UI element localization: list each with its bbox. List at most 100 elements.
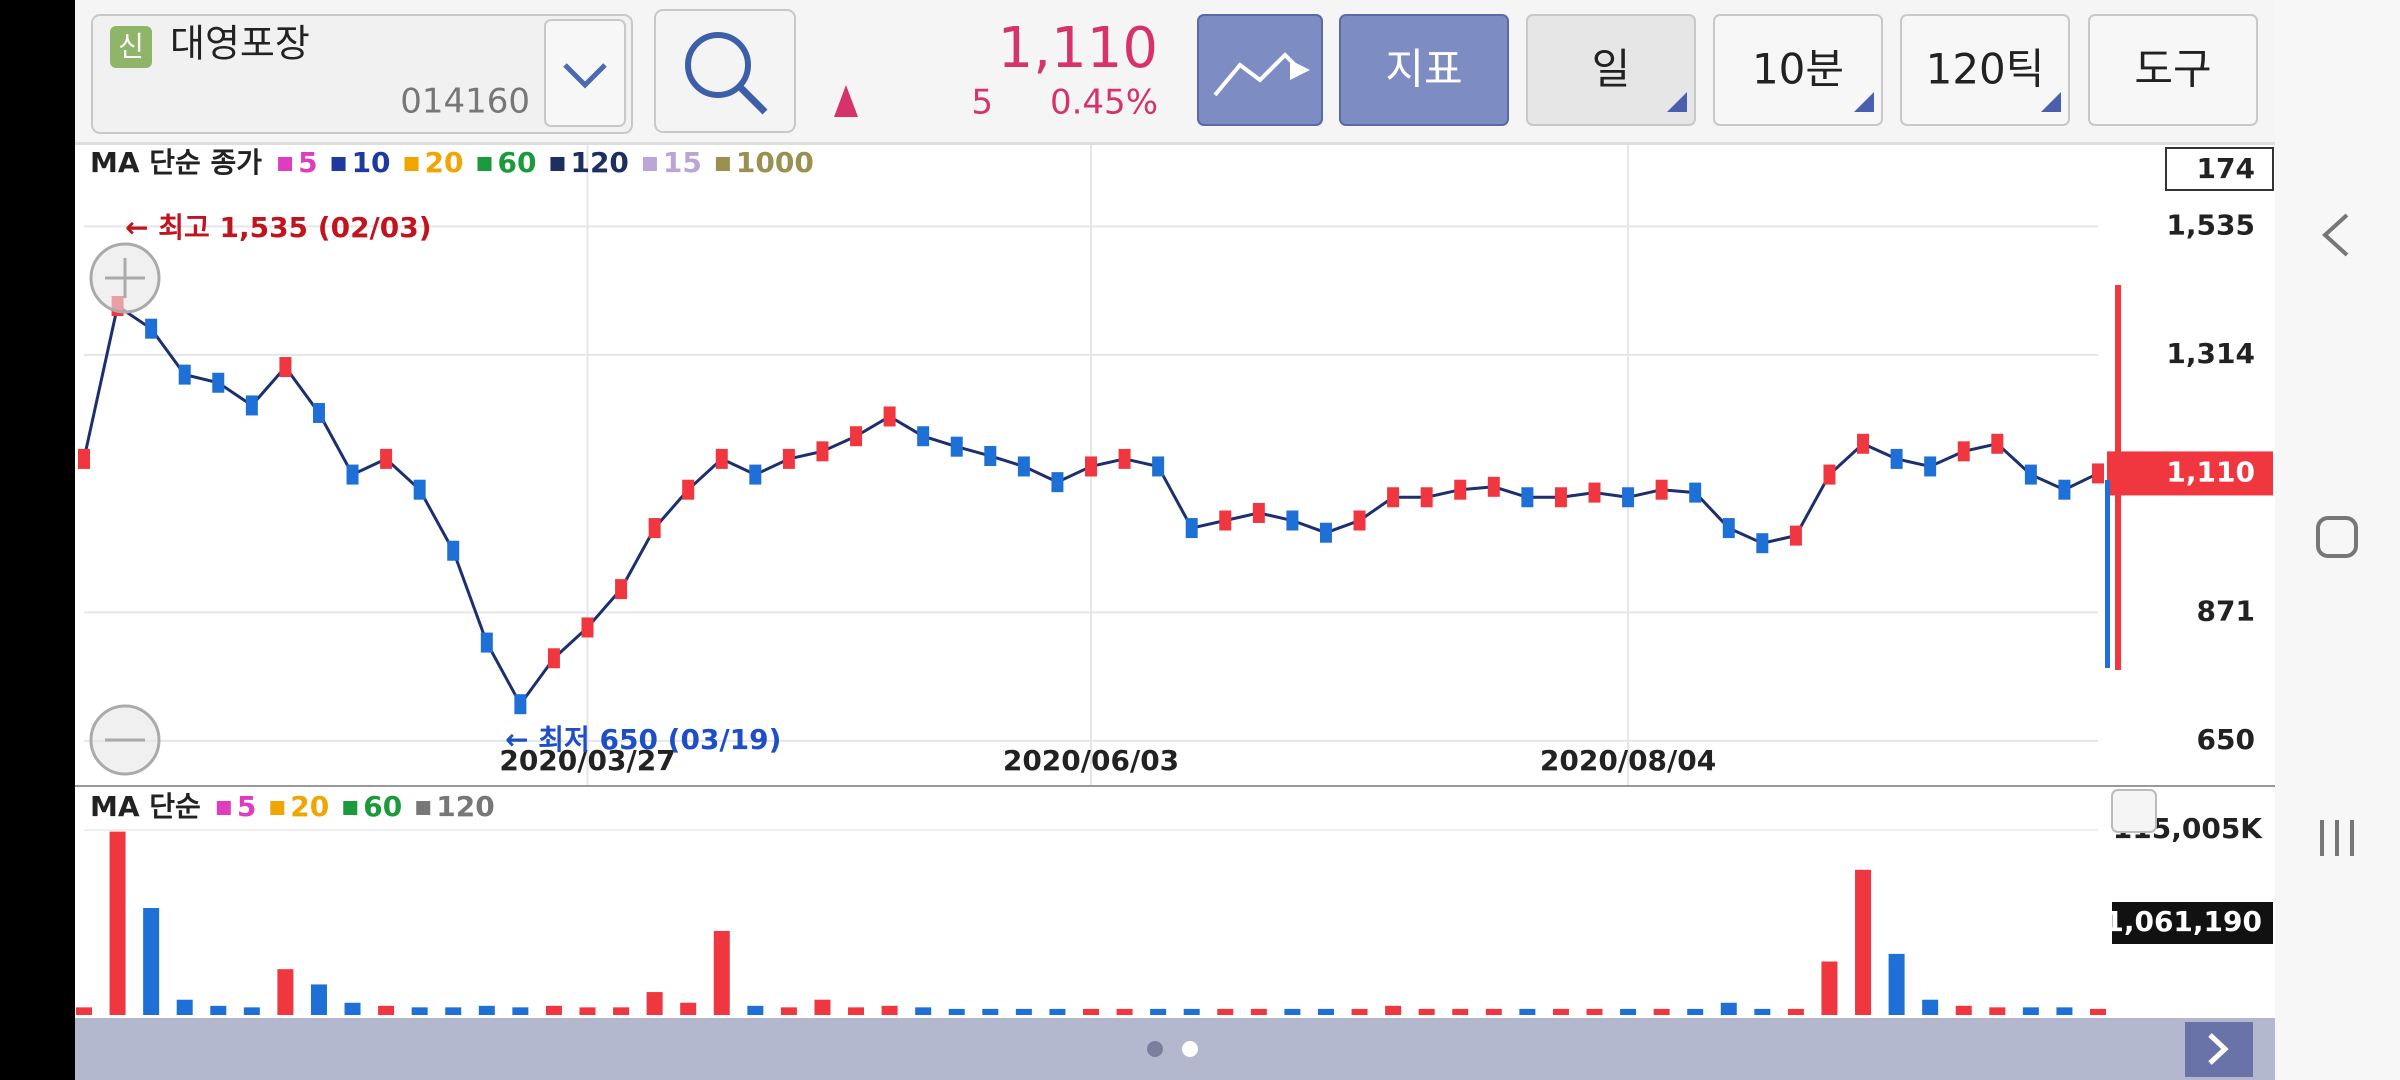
header-button[interactable] — [1900, 14, 2070, 126]
nav-back[interactable] — [2322, 213, 2349, 257]
badge-bg — [110, 26, 152, 68]
volume-bar — [378, 1005, 395, 1015]
header-button[interactable] — [1526, 14, 1696, 126]
legend-label: 20 — [425, 146, 464, 179]
price-candle — [1890, 448, 1903, 469]
price-candle — [1957, 441, 1970, 462]
price-candle — [883, 406, 896, 427]
price-candle — [950, 436, 963, 457]
volume-bar — [1317, 1008, 1334, 1015]
button-corner — [1854, 92, 1874, 112]
top-label-box — [2165, 147, 2274, 191]
nav-recent[interactable] — [2320, 820, 2354, 856]
y-tick-label: 871 — [2197, 594, 2255, 627]
legend-swatch — [278, 157, 293, 171]
price-candle — [413, 479, 426, 500]
price-candle — [2024, 464, 2037, 485]
volume-bar — [982, 1008, 999, 1015]
price-candle — [816, 441, 829, 462]
header-button-label: 10분 — [1752, 45, 1844, 94]
price-candle — [1756, 533, 1769, 554]
volume-bar — [1351, 1008, 1368, 1015]
legend-swatch — [331, 157, 346, 171]
volume-bar — [1821, 961, 1838, 1015]
volume-bar — [646, 992, 663, 1015]
page-dot[interactable] — [1182, 1041, 1198, 1057]
stock-box[interactable] — [91, 14, 633, 134]
y-tick-label: 1,535 — [2166, 208, 2255, 241]
price-candle — [1387, 487, 1400, 508]
dropdown-button[interactable] — [544, 19, 626, 127]
price-candle — [1789, 525, 1802, 546]
price-candle — [648, 518, 661, 539]
header-button[interactable] — [1713, 14, 1883, 126]
legend-label: 15 — [663, 146, 702, 179]
volume-bar — [579, 1007, 596, 1015]
price-candle — [1991, 433, 2004, 454]
volume-bar — [2090, 1008, 2106, 1015]
legend-label: 60 — [498, 146, 537, 179]
price-candle — [2092, 463, 2104, 484]
price-candle — [1420, 487, 1433, 508]
price-candle — [1353, 510, 1366, 531]
header-button[interactable] — [2088, 14, 2258, 126]
volume-bar — [814, 999, 831, 1015]
legend-swatch — [404, 157, 419, 171]
legend-label: 120 — [436, 790, 494, 823]
volume-bar — [1787, 1008, 1804, 1015]
volume-bar — [344, 1002, 361, 1015]
range-bar-down — [2105, 480, 2110, 668]
price-candle — [1085, 456, 1097, 477]
volume-bar — [143, 908, 160, 1015]
header-button-label: 일 — [1592, 45, 1631, 94]
price-candle — [1622, 487, 1635, 508]
price-candle — [279, 357, 292, 378]
volume-bar — [2022, 1007, 2039, 1015]
up-arrow — [834, 85, 858, 117]
header-button-label: 도구 — [2134, 45, 2211, 94]
badge: 신 — [118, 30, 144, 63]
page-dot[interactable] — [1147, 1041, 1163, 1057]
price-candle — [1319, 522, 1332, 543]
legend-label: 20 — [290, 790, 329, 823]
chart-type-button[interactable] — [1197, 14, 1323, 126]
volume-bar — [780, 1007, 797, 1015]
nav-home[interactable] — [2316, 516, 2358, 558]
y-tick-label: 650 — [2197, 723, 2255, 756]
volume-bar — [1922, 999, 1939, 1015]
price-candle — [245, 395, 258, 416]
price-candle — [380, 448, 393, 469]
legend-swatch — [550, 157, 565, 171]
price-candle — [514, 694, 527, 715]
search-icon — [685, 32, 751, 98]
legend-swatch — [642, 157, 657, 171]
volume-bar — [1687, 1008, 1704, 1015]
volume-bar — [310, 984, 327, 1015]
volume-bar — [1888, 953, 1905, 1015]
header-button[interactable] — [1339, 14, 1509, 126]
next-button[interactable] — [2185, 1022, 2253, 1077]
price-candle — [749, 464, 762, 485]
volume-bar — [512, 1007, 529, 1015]
price-candle — [1655, 479, 1668, 500]
price-candle — [1924, 456, 1937, 477]
price-candle — [1017, 456, 1030, 477]
next-icon — [2208, 1033, 2229, 1065]
volume-bar — [915, 1007, 932, 1015]
price-candle — [346, 464, 359, 485]
legend-label: 5 — [298, 146, 317, 179]
search-button[interactable] — [654, 9, 796, 133]
volume-bar — [1586, 1008, 1603, 1015]
header-button-label: 지표 — [1385, 45, 1462, 94]
volume-bar — [109, 831, 126, 1015]
price-candle — [178, 364, 191, 385]
legend-label: 10 — [352, 146, 391, 179]
price-candle — [447, 540, 460, 561]
legend-swatch — [216, 801, 231, 815]
scale-button[interactable] — [2111, 789, 2157, 833]
volume-bar — [176, 999, 193, 1015]
price-candle — [145, 318, 158, 339]
current-price-tag — [2107, 451, 2273, 496]
volume-bar — [1653, 1008, 1670, 1015]
volume-bar — [948, 1008, 965, 1015]
